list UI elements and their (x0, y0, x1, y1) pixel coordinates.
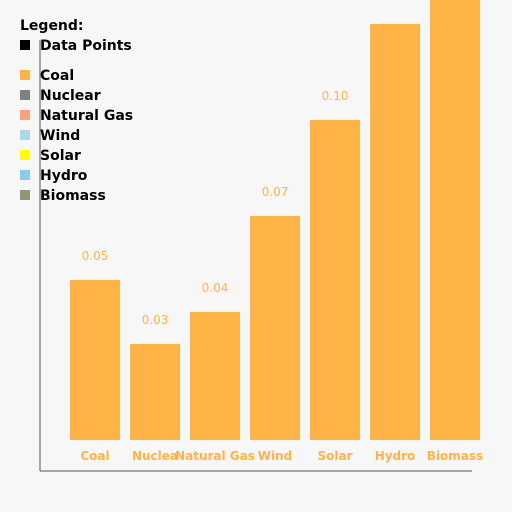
legend-label: Nuclear (40, 88, 101, 104)
value-label: 0.03 (142, 313, 169, 327)
x-tick-label: Natural Gas (175, 449, 255, 463)
x-tick-label: Nuclea (132, 449, 178, 463)
legend-swatch (20, 130, 30, 140)
legend-title: Legend: (20, 18, 84, 34)
legend-swatch (20, 90, 30, 100)
legend-swatch (20, 190, 30, 200)
value-label: 0.10 (322, 89, 349, 103)
x-tick-label: Biomass (427, 449, 483, 463)
value-label: 0.07 (262, 185, 289, 199)
value-label: 0.04 (202, 281, 229, 295)
bars-group (70, 0, 480, 440)
x-tick-label: Wind (258, 449, 292, 463)
legend: Legend: Data Points Coal Nuclear Natural Ga… (20, 18, 133, 204)
bar-hydro (370, 24, 420, 440)
bar-natural-gas (190, 312, 240, 440)
legend-swatch (20, 40, 30, 50)
bar-nuclear (130, 344, 180, 440)
x-tick-label: Solar (317, 449, 352, 463)
legend-label: Hydro (40, 168, 88, 184)
legend-swatch (20, 70, 30, 80)
value-labels-group: 0.05 0.03 0.04 0.07 0.10 (82, 89, 349, 327)
bar-coal (70, 280, 120, 440)
legend-swatch (20, 110, 30, 120)
bar-biomass (430, 0, 480, 440)
legend-label: Coal (40, 68, 74, 84)
legend-label: Biomass (40, 188, 106, 204)
bar-wind (250, 216, 300, 440)
legend-label: Solar (40, 148, 81, 164)
legend-swatch (20, 170, 30, 180)
bar-solar (310, 120, 360, 440)
value-label: 0.05 (82, 249, 109, 263)
legend-label: Natural Gas (40, 108, 133, 124)
x-tick-label: Coal (80, 449, 109, 463)
legend-label: Data Points (40, 38, 132, 54)
x-tick-label: Hydro (375, 449, 416, 463)
legend-label: Wind (40, 128, 80, 144)
legend-swatch (20, 150, 30, 160)
